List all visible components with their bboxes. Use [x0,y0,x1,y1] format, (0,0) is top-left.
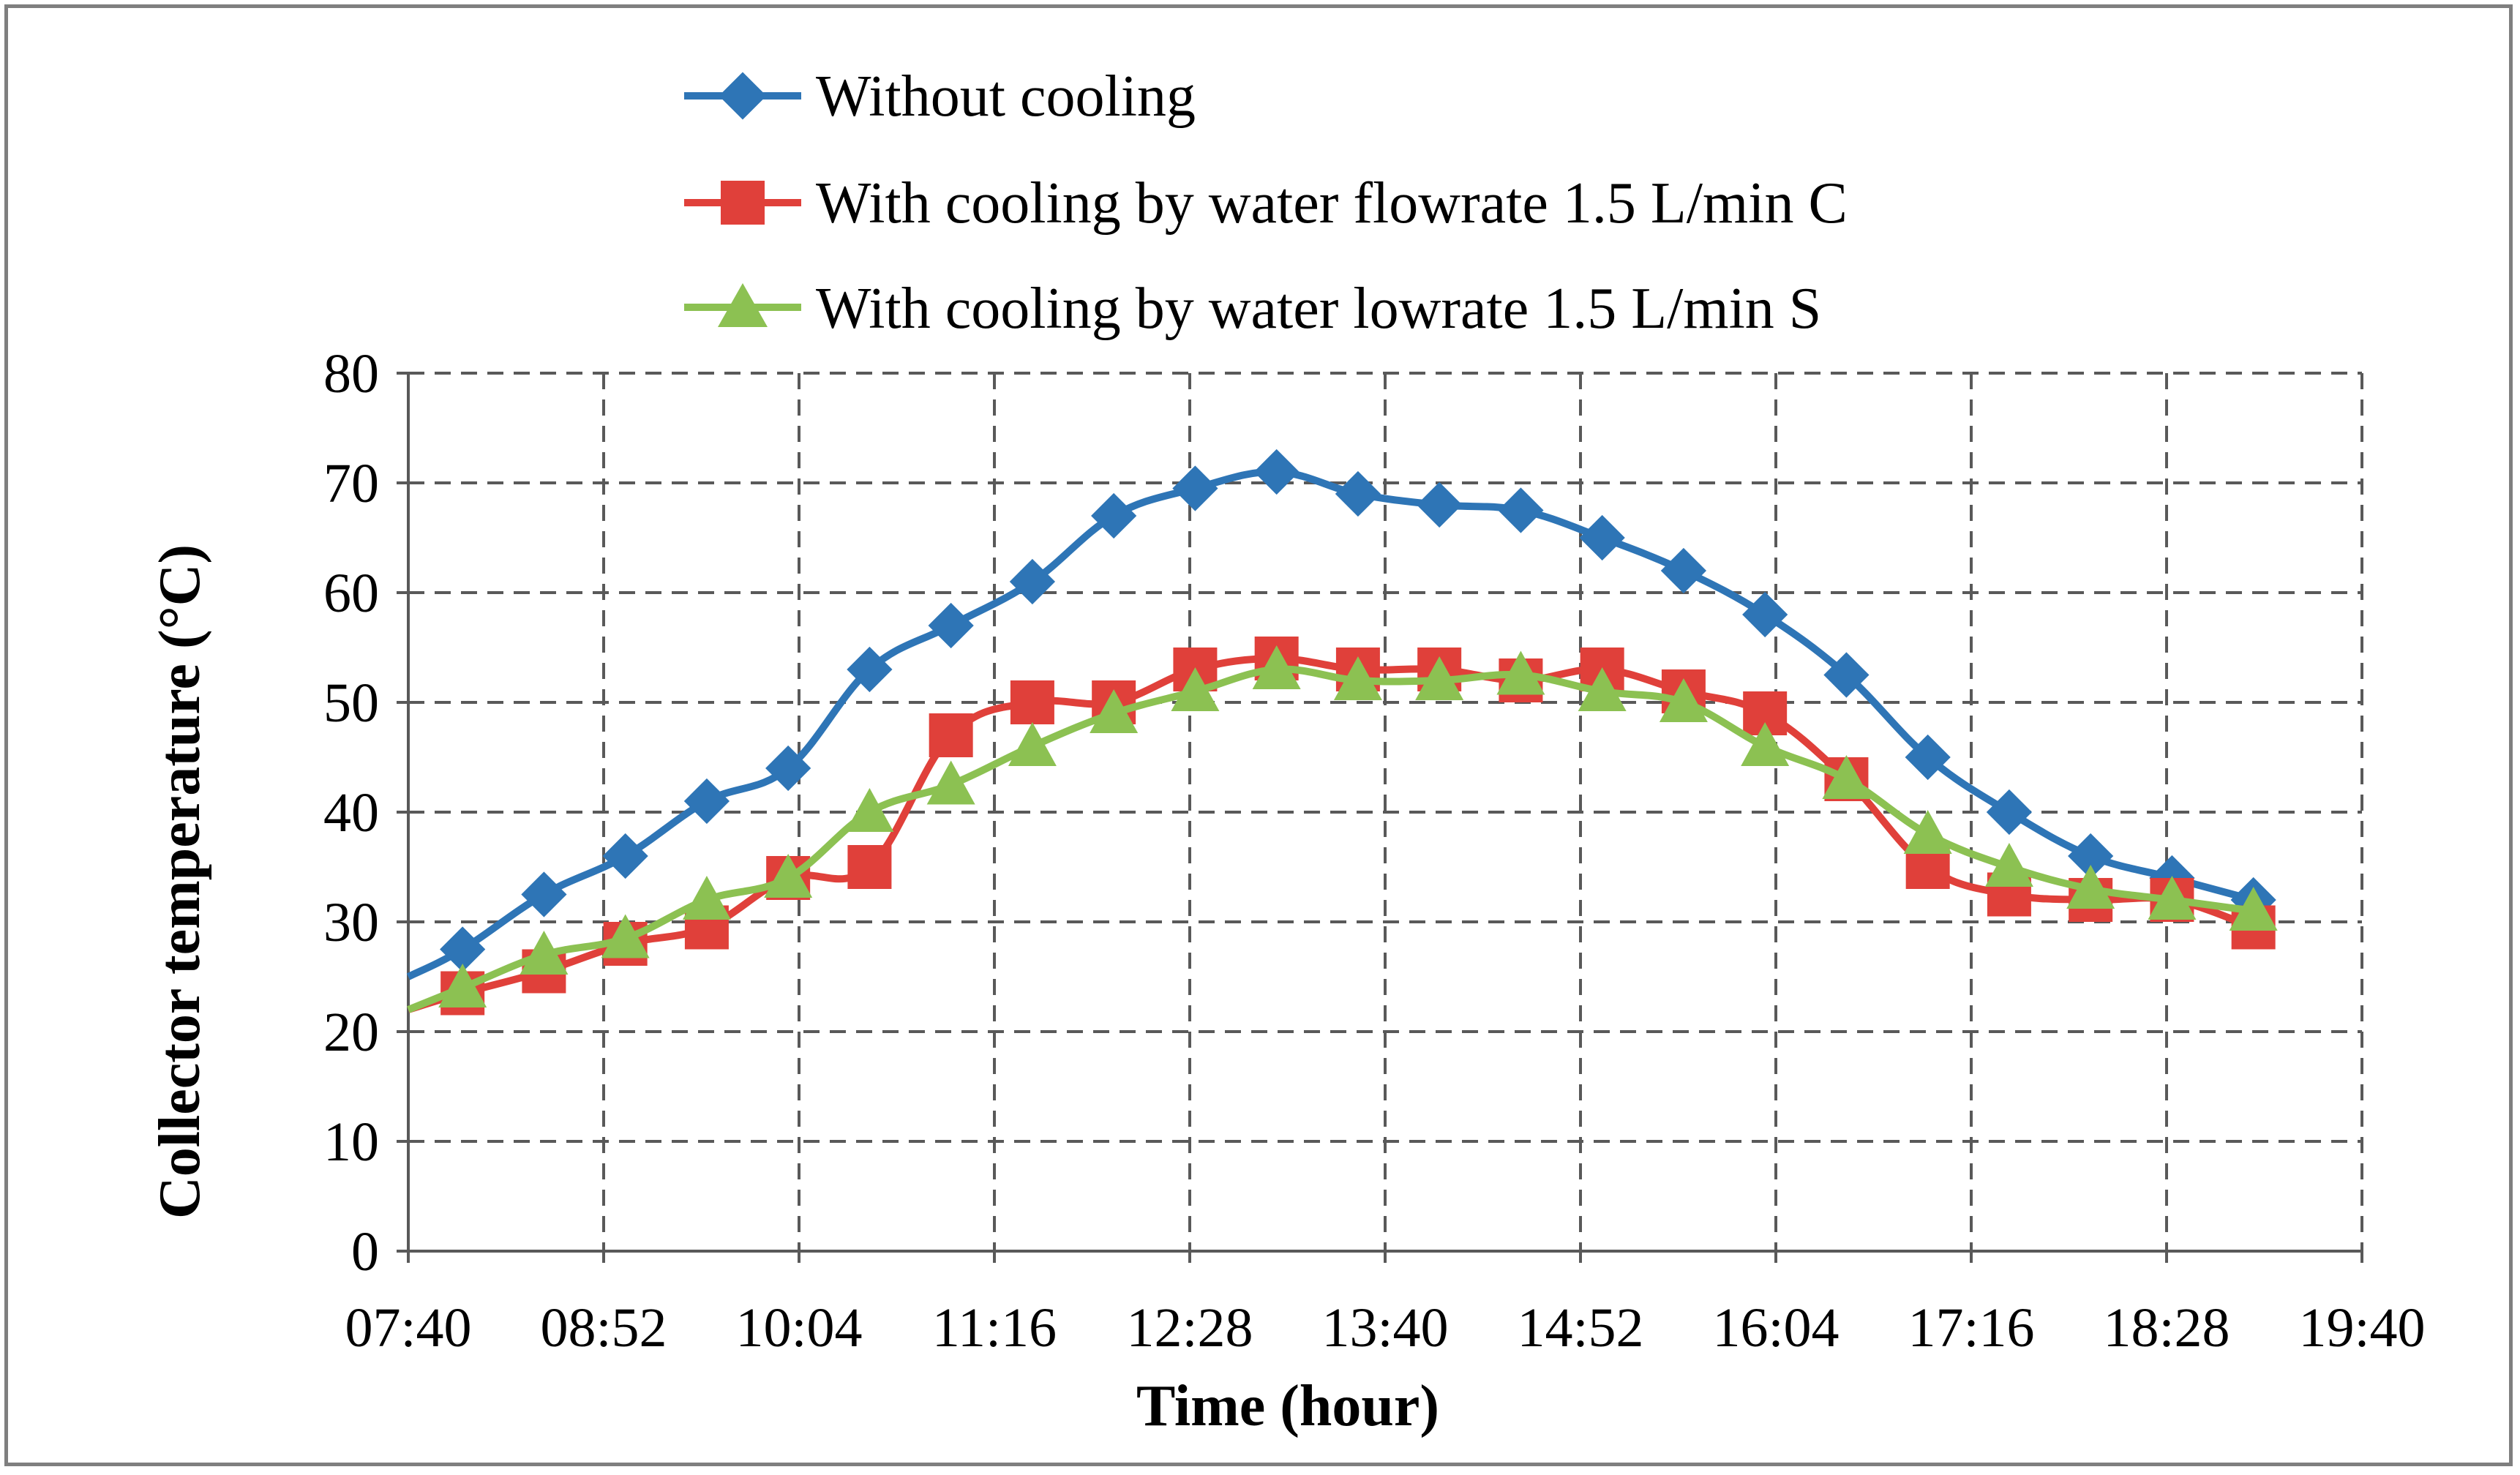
data-point-0-3 [683,778,730,825]
data-point-2-20 [2066,865,2115,909]
data-point-2-19 [1984,843,2033,887]
series-layer [406,448,2278,1016]
data-point-2-0 [438,964,487,1007]
y-tick-label: 0 [351,1221,379,1283]
data-point-2-7 [1008,722,1057,766]
legend-item-cooling-flowrate-c: With cooling by water flowrate 1.5 L/min… [684,171,1848,236]
data-point-2-18 [1903,810,1952,854]
data-point-2-4 [764,854,813,898]
legend-label-cooling-lowrate-s: With cooling by water lowrate 1.5 L/min … [816,277,1821,341]
chart-frame [4,4,2513,1466]
data-point-2-13 [1496,650,1545,695]
grid [408,372,2363,1251]
legend-item-cooling-lowrate-s: With cooling by water lowrate 1.5 L/min … [684,277,1821,341]
x-axis-title: Time (hour) [1136,1374,1439,1438]
x-tick-label: 17:16 [1908,1297,2034,1359]
x-tick-label: 18:28 [2103,1297,2230,1359]
data-point-0-1 [521,871,567,917]
data-point-0-6 [928,602,974,649]
data-point-0-14 [1579,514,1625,561]
data-point-2-14 [1578,667,1627,711]
data-point-2-8 [1090,689,1139,733]
x-tick-label: 10:04 [735,1297,862,1359]
data-point-2-6 [926,760,975,805]
data-point-2-5 [845,788,894,832]
y-tick-label: 30 [323,892,379,953]
legend: Without cooling With cooling by water fl… [684,64,1848,341]
series-line-1 [407,655,2255,1013]
data-point-2-1 [520,931,569,975]
series-2 [407,645,2278,1013]
data-point-0-11 [1335,470,1381,517]
series-line-2 [407,665,2254,1013]
data-point-0-8 [1091,492,1137,539]
data-point-2-21 [2148,876,2197,920]
data-point-0-13 [1498,487,1544,533]
data-point-2-12 [1415,656,1464,700]
x-tick-label: 19:40 [2298,1297,2425,1359]
data-point-2-3 [682,876,731,920]
y-tick-label: 40 [323,782,379,844]
y-axis-title: Collector temperature (°C) [148,544,212,1219]
x-tick-label: 07:40 [345,1297,471,1359]
data-point-2-10 [1252,645,1301,689]
data-point-0-0 [440,926,486,972]
legend-label-cooling-flowrate-c: With cooling by water flowrate 1.5 L/min… [816,171,1848,236]
series-line-0 [406,468,2254,980]
data-point-2-2 [601,914,650,958]
y-tick-label: 10 [323,1111,379,1173]
data-point-2-22 [2229,887,2278,931]
data-point-1-5 [847,845,892,889]
data-point-0-16 [1742,591,1788,638]
data-point-0-17 [1823,652,1870,698]
y-tick-label: 70 [323,453,379,514]
x-tick-label: 08:52 [540,1297,667,1359]
data-point-0-10 [1253,448,1300,495]
data-point-0-15 [1660,547,1707,594]
axes [397,372,2363,1263]
data-point-0-19 [1986,789,2033,836]
x-tick-label: 12:28 [1126,1297,1253,1359]
y-tick-label: 50 [323,672,379,734]
data-point-2-15 [1659,678,1708,722]
data-point-2-11 [1333,656,1382,700]
data-point-0-5 [847,646,893,693]
x-tick-labels: 07:40 08:52 10:04 11:16 12:28 13:40 14:52 16:04… [345,1297,2425,1359]
data-point-2-17 [1822,755,1871,799]
data-point-2-16 [1741,722,1790,766]
x-tick-label: 14:52 [1517,1297,1643,1359]
data-point-0-12 [1417,481,1463,528]
y-tick-label: 20 [323,1002,379,1063]
x-tick-label: 13:40 [1321,1297,1448,1359]
data-point-1-7 [1010,680,1054,724]
data-point-2-9 [1171,667,1220,711]
x-tick-label: 11:16 [932,1297,1057,1359]
y-tick-label: 80 [323,343,379,405]
x-tick-label: 16:04 [1712,1297,1839,1359]
data-point-0-9 [1172,465,1218,511]
data-point-0-2 [602,833,648,879]
y-tick-labels: 0 10 20 30 40 50 60 70 80 [323,343,379,1283]
legend-item-without-cooling: Without cooling [684,64,1196,129]
y-tick-label: 60 [323,563,379,624]
data-point-0-7 [1009,558,1056,605]
legend-label-without-cooling: Without cooling [816,64,1196,129]
data-point-1-6 [929,713,973,757]
